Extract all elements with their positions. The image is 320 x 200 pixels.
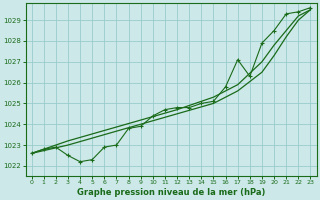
X-axis label: Graphe pression niveau de la mer (hPa): Graphe pression niveau de la mer (hPa) [77,188,265,197]
